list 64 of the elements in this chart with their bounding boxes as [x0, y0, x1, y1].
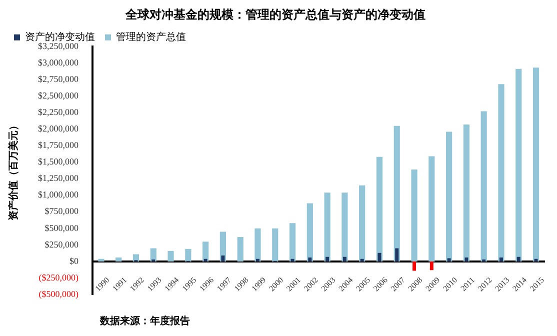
y-tick-label: $500,000 [44, 222, 79, 233]
bar [204, 258, 208, 262]
bar [516, 256, 520, 262]
bar [185, 248, 192, 262]
source-note: 数据来源：年度报告 [100, 314, 190, 328]
bar [499, 258, 503, 262]
bar [342, 256, 346, 262]
bar [202, 242, 209, 262]
bar [342, 192, 348, 262]
y-tick-label: $1,000,000 [38, 190, 79, 200]
y-tick-label: $1,750,000 [38, 140, 79, 150]
y-axis-title: 资产价值（百万美元） [8, 120, 20, 220]
bar [480, 111, 487, 262]
legend-label: 资产的净变动值 [25, 30, 95, 43]
bar [463, 124, 470, 262]
bar [290, 258, 294, 262]
y-tick-label: $3,000,000 [38, 57, 79, 68]
bar [237, 237, 244, 262]
bar [326, 256, 330, 262]
y-tick-label: ($500,000) [38, 288, 78, 299]
y-tick-label: $0 [70, 256, 79, 266]
bar [306, 203, 313, 262]
bar [359, 185, 366, 262]
bar [516, 68, 522, 262]
bar [98, 258, 104, 262]
bar [272, 228, 278, 262]
bar [324, 192, 330, 262]
legend-label: 管理的资产总值 [116, 30, 186, 43]
y-tick-label: $2,250,000 [38, 106, 79, 117]
y-tick-label: $250,000 [44, 239, 79, 250]
y-tick-label: $1,250,000 [38, 173, 79, 184]
bar [498, 84, 504, 262]
y-tick-label: ($250,000) [38, 272, 78, 282]
bar [447, 258, 451, 262]
y-tick-label: $2,000,000 [38, 123, 79, 134]
y-tick-label: $2,500,000 [38, 90, 79, 100]
bar [464, 258, 468, 262]
bar [221, 256, 225, 262]
y-tick-label: $3,250,000 [38, 40, 79, 51]
bar [360, 258, 364, 262]
bar [254, 228, 261, 262]
bar [378, 252, 382, 262]
bar [532, 68, 540, 262]
y-tick-label: $2,750,000 [38, 74, 79, 84]
bar [150, 248, 156, 262]
bar [446, 132, 452, 262]
bar [411, 170, 418, 262]
bar [308, 258, 312, 262]
x-tick-label: 1993 [146, 275, 164, 294]
x-tick-label: 1998 [232, 275, 250, 294]
bar [289, 223, 296, 262]
y-tick-label: $750,000 [44, 206, 79, 216]
bar [412, 262, 416, 271]
bar [395, 248, 399, 262]
bar [376, 156, 383, 262]
bar [116, 258, 122, 262]
bar [168, 250, 174, 262]
y-tick-label: $1,500,000 [38, 156, 79, 167]
chart-title: 全球对冲基金的规模：管理的资产总值与资产的净变动值 [124, 7, 426, 22]
bar [428, 156, 435, 262]
bar [534, 258, 538, 262]
bar [430, 262, 434, 270]
bar [256, 258, 260, 262]
bar [394, 126, 400, 262]
